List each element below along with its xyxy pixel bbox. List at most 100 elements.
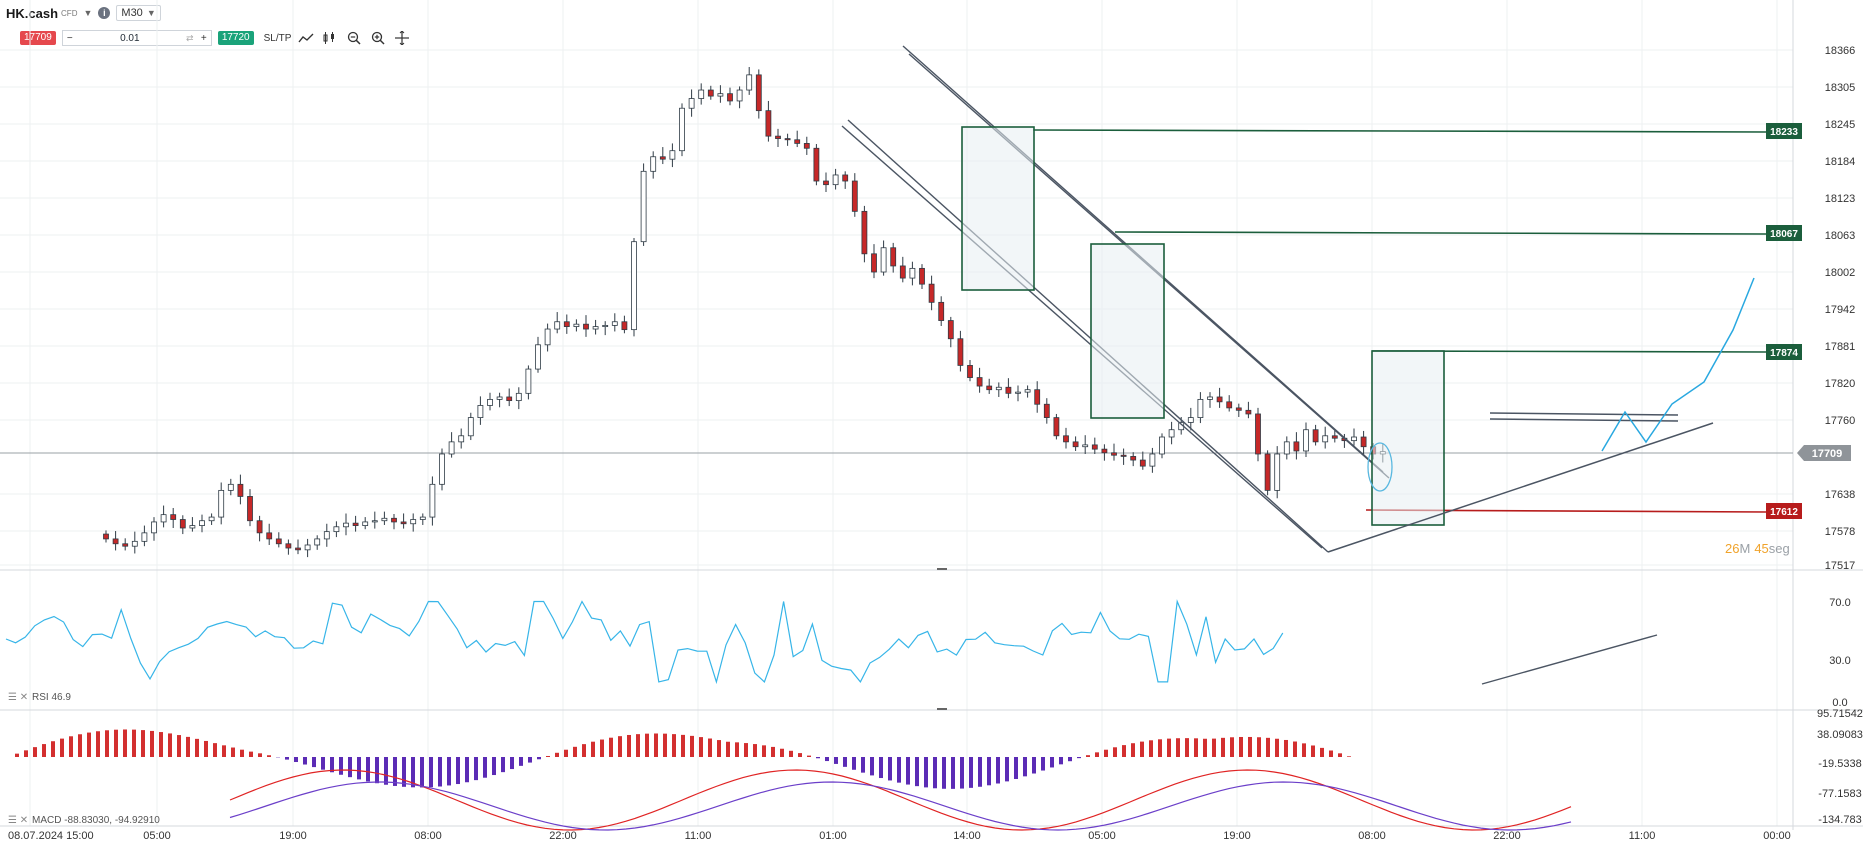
candle: [659, 147, 666, 165]
zone-rectangle[interactable]: [961, 126, 1035, 291]
time-tick-label: 19:00: [279, 830, 307, 842]
candle: [496, 392, 503, 408]
svg-text:17612: 17612: [1770, 507, 1798, 518]
macd-bar: [744, 743, 748, 757]
macd-bar: [681, 734, 685, 757]
candle: [1063, 427, 1069, 449]
candle: [1034, 381, 1041, 413]
quantity-stepper[interactable]: − 0.01 ⇄ +: [61, 30, 212, 46]
time-tick-label: 00:00: [1763, 830, 1791, 842]
candle: [160, 505, 167, 528]
swap-icon[interactable]: ⇄: [186, 32, 194, 43]
zone-rectangle[interactable]: [1090, 243, 1165, 419]
candle: [573, 319, 580, 332]
macd-bar: [1230, 737, 1234, 757]
time-tick-label: 22:00: [549, 830, 577, 842]
macd-bar: [51, 741, 55, 757]
macd-bar: [60, 738, 64, 757]
candle: [429, 476, 436, 526]
level-label: 18233: [1766, 123, 1802, 139]
projection-path[interactable]: [1601, 277, 1755, 452]
macd-bar: [402, 757, 406, 787]
macd-bar: [258, 753, 262, 757]
time-tick-label: 14:00: [953, 830, 981, 842]
candle: [419, 513, 426, 525]
highlight-ellipse[interactable]: [1367, 442, 1393, 492]
sell-button[interactable]: 17709: [20, 31, 56, 45]
macd-bar: [456, 757, 460, 785]
price-axis: 18366 18305 18245 18184 18123 18063 18002 17942…: [1825, 45, 1856, 572]
macd-bar: [1185, 738, 1189, 757]
increase-button[interactable]: +: [200, 32, 207, 44]
buy-button[interactable]: 17720: [217, 31, 254, 45]
current-price-tag: 17709: [1797, 445, 1851, 461]
level-line-18067[interactable]: [1114, 231, 1768, 235]
macd-bar: [582, 744, 586, 757]
timeframe-select[interactable]: M30 ▼: [116, 5, 161, 21]
quantity-value[interactable]: 0.01: [120, 32, 140, 44]
candle: [707, 85, 714, 100]
crosshair-icon[interactable]: [393, 31, 411, 45]
macd-bar: [573, 746, 577, 757]
price-tick-label: 17578: [1825, 526, 1856, 538]
candle: [938, 296, 945, 327]
decrease-button[interactable]: −: [66, 32, 73, 44]
candle: [755, 69, 762, 119]
symbol-name[interactable]: HK.cash: [6, 5, 59, 21]
candle: [1091, 437, 1098, 454]
triangle-pattern[interactable]: [1327, 412, 1714, 553]
macd-bar: [177, 735, 181, 757]
macd-bar: [663, 733, 667, 757]
candle: [515, 387, 522, 410]
macd-bar: [735, 742, 739, 757]
candle: [391, 514, 397, 530]
macd-tick-label: -77.1583: [1818, 788, 1861, 800]
pane-resize-handle[interactable]: [937, 568, 947, 570]
macd-bar: [294, 757, 298, 763]
macd-bar: [1068, 757, 1072, 762]
macd-bar: [672, 734, 676, 757]
level-line-18233[interactable]: [1032, 129, 1768, 133]
macd-bar: [978, 757, 982, 787]
macd-bar: [1194, 738, 1198, 757]
rsi-trendline[interactable]: [1481, 634, 1658, 685]
candle: [669, 143, 676, 168]
sltp-button[interactable]: SL/TP: [263, 32, 292, 44]
candle: [1111, 443, 1117, 461]
candle: [698, 83, 705, 105]
macd-bar: [411, 757, 415, 788]
info-icon[interactable]: i: [98, 7, 111, 19]
macd-bar: [78, 734, 82, 757]
candle: [218, 482, 225, 525]
zoom-out-icon[interactable]: [345, 31, 363, 45]
macd-bar: [492, 757, 496, 776]
candles-icon[interactable]: [321, 31, 339, 45]
candle: [746, 66, 753, 95]
rsi-pane[interactable]: [5, 599, 1658, 685]
candle: [583, 315, 589, 337]
macd-bar: [942, 757, 946, 789]
macd-bar: [1176, 738, 1180, 757]
macd-bar: [1095, 752, 1099, 757]
symbol-dropdown-icon[interactable]: ▼: [83, 8, 93, 18]
chart-header: HK.cash CFD ▼ i M30 ▼: [6, 3, 161, 23]
candle: [400, 513, 407, 529]
line-chart-icon[interactable]: [297, 31, 315, 45]
macd-bar: [537, 757, 541, 760]
macd-bar: [429, 757, 433, 788]
macd-bar: [1041, 757, 1045, 771]
macd-bar: [447, 757, 451, 786]
macd-pane[interactable]: [15, 729, 1572, 831]
candle: [803, 136, 810, 155]
candle: [467, 412, 474, 441]
candle: [371, 511, 378, 529]
pane-resize-handle[interactable]: [937, 708, 947, 710]
candle: [506, 388, 513, 407]
zone-rectangle[interactable]: [1371, 350, 1445, 526]
candle: [1226, 395, 1233, 412]
candle: [381, 511, 388, 525]
candle: [1139, 451, 1146, 470]
macd-bar: [1086, 755, 1090, 757]
zoom-in-icon[interactable]: [369, 31, 387, 45]
